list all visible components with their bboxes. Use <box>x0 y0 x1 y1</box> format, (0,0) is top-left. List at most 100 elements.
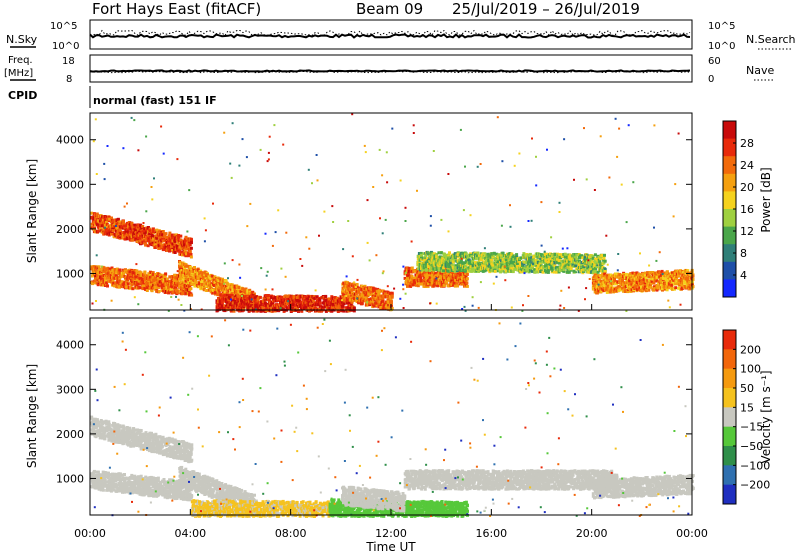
heatmap-cell <box>199 271 203 274</box>
heatmap-cell <box>141 230 145 234</box>
heatmap-cell <box>188 280 192 284</box>
heatmap-cell <box>177 236 181 240</box>
heatmap-cell <box>115 267 119 271</box>
freq-unit: [MHz] <box>4 68 33 79</box>
heatmap-cell <box>138 232 142 236</box>
heatmap-cell <box>352 306 356 310</box>
heatmap-cell <box>258 295 262 299</box>
heatmap-cell <box>156 274 160 278</box>
heatmap-cell <box>181 261 185 265</box>
heatmap-cell <box>162 245 166 249</box>
heatmap-cell <box>145 284 149 288</box>
heatmap-cell <box>237 286 241 289</box>
heatmap-cell <box>173 238 177 242</box>
heatmap-cell <box>121 226 125 230</box>
heatmap-cell <box>150 289 154 293</box>
nave-label: Nave <box>746 64 774 77</box>
heatmap-cell <box>148 232 152 236</box>
heatmap-cell <box>132 229 136 233</box>
heatmap-cell <box>168 275 172 279</box>
heatmap-cell <box>185 237 189 241</box>
heatmap-cell <box>191 280 195 284</box>
heatmap-cell <box>180 251 183 254</box>
heatmap-cell <box>407 266 411 270</box>
heatmap-cell <box>177 238 181 242</box>
heatmap-cell <box>168 242 172 246</box>
freq-strip-frame <box>89 54 693 83</box>
heatmap-cell <box>111 272 115 276</box>
heatmap-cell <box>102 266 106 270</box>
heatmap-cell <box>355 283 359 286</box>
cpid-text: normal (fast) 151 IF <box>93 94 217 107</box>
heatmap-cell <box>106 284 109 288</box>
heatmap-cell <box>154 279 158 283</box>
heatmap-cell <box>100 279 104 283</box>
heatmap-cell <box>180 269 184 272</box>
heatmap-cell <box>140 272 144 276</box>
heatmap-cell <box>204 284 208 288</box>
heatmap-cell <box>165 235 168 239</box>
heatmap-cell <box>136 228 140 232</box>
heatmap-cell <box>122 230 126 234</box>
heatmap-cell <box>172 248 176 252</box>
cpid-label: CPID <box>8 89 37 102</box>
heatmap-cell <box>213 284 216 287</box>
heatmap-cell <box>126 282 130 286</box>
nave-trace <box>89 70 691 74</box>
heatmap-cell <box>100 224 104 228</box>
heatmap-cell <box>107 215 111 219</box>
heatmap-cell <box>152 240 156 244</box>
heatmap-cell <box>110 216 113 220</box>
heatmap-cell <box>324 294 328 298</box>
heatmap-cell <box>184 246 188 250</box>
nave-tick-bottom: 0 <box>708 74 714 85</box>
heatmap-cell <box>93 281 97 285</box>
heatmap-cell <box>109 225 113 229</box>
date-range: 25/Jul/2019 – 26/Jul/2019 <box>452 0 640 18</box>
heatmap-cell <box>218 277 222 281</box>
heatmap-cell <box>186 243 190 247</box>
heatmap-cell <box>143 273 147 277</box>
heatmap-cell <box>184 279 188 283</box>
heatmap-cell <box>188 285 192 289</box>
noise-strip-frame <box>89 19 693 50</box>
heatmap-cell <box>97 265 101 269</box>
heatmap-cell <box>170 287 173 291</box>
heatmap-cell <box>105 281 109 285</box>
heatmap-cell <box>143 231 147 235</box>
heatmap-cell <box>163 243 167 247</box>
heatmap-cell <box>135 278 139 282</box>
heatmap-cell <box>118 225 122 229</box>
heatmap-cell <box>464 252 468 256</box>
freq-trace <box>89 69 691 73</box>
heatmap-cell <box>155 289 159 293</box>
heatmap-cell <box>182 278 186 282</box>
heatmap-cell <box>134 227 138 231</box>
heatmap-cell <box>189 255 193 259</box>
heatmap-cell <box>161 230 165 233</box>
heatmap-cell <box>134 230 138 234</box>
heatmap-cell <box>194 280 198 284</box>
heatmap-cell <box>181 292 185 296</box>
heatmap-cell <box>119 234 123 237</box>
heatmap-cell <box>158 282 162 286</box>
heatmap-cell <box>175 233 179 237</box>
heatmap-cell <box>161 245 165 249</box>
nsearch-label: N.Search <box>746 33 796 46</box>
heatmap-cell <box>105 230 108 234</box>
nsearch-tick-bottom: 10^0 <box>708 41 735 52</box>
heatmap-cell <box>120 274 124 278</box>
heatmap-cell <box>155 228 159 232</box>
heatmap-cell <box>95 272 98 275</box>
heatmap-cell <box>377 290 381 294</box>
heatmap-cell <box>428 269 432 272</box>
heatmap-cell <box>181 263 185 267</box>
heatmap-cell <box>179 280 183 284</box>
heatmap-cell <box>318 301 322 305</box>
heatmap-cell <box>177 291 181 295</box>
heatmap-cell <box>94 267 98 271</box>
heatmap-cell <box>201 273 205 277</box>
heatmap-cell <box>177 234 181 237</box>
heatmap-cell <box>115 225 119 228</box>
heatmap-cell <box>145 226 149 230</box>
